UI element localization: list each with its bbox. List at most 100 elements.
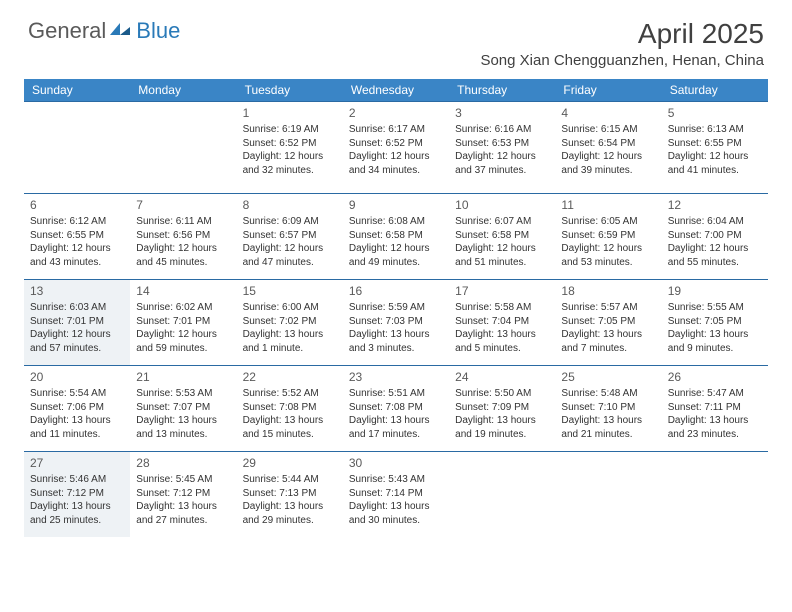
day-number: 14 [136, 283, 230, 299]
sunset-text: Sunset: 7:00 PM [668, 229, 762, 243]
calendar-cell: 1Sunrise: 6:19 AMSunset: 6:52 PMDaylight… [237, 101, 343, 193]
sunset-text: Sunset: 7:10 PM [561, 401, 655, 415]
sunset-text: Sunset: 7:14 PM [349, 487, 443, 501]
daylight-text: Daylight: 12 hours and 34 minutes. [349, 150, 443, 177]
calendar-grid: SundayMondayTuesdayWednesdayThursdayFrid… [24, 79, 768, 537]
calendar-cell: 18Sunrise: 5:57 AMSunset: 7:05 PMDayligh… [555, 279, 661, 365]
sunrise-text: Sunrise: 5:50 AM [455, 387, 549, 401]
calendar-cell: 10Sunrise: 6:07 AMSunset: 6:58 PMDayligh… [449, 193, 555, 279]
daylight-text: Daylight: 12 hours and 37 minutes. [455, 150, 549, 177]
calendar-cell: 7Sunrise: 6:11 AMSunset: 6:56 PMDaylight… [130, 193, 236, 279]
calendar-cell [449, 451, 555, 537]
calendar-cell: 2Sunrise: 6:17 AMSunset: 6:52 PMDaylight… [343, 101, 449, 193]
calendar-cell: 20Sunrise: 5:54 AMSunset: 7:06 PMDayligh… [24, 365, 130, 451]
day-number: 29 [243, 455, 337, 471]
sunrise-text: Sunrise: 5:43 AM [349, 473, 443, 487]
sunrise-text: Sunrise: 6:07 AM [455, 215, 549, 229]
day-number: 26 [668, 369, 762, 385]
daylight-text: Daylight: 12 hours and 59 minutes. [136, 328, 230, 355]
sunrise-text: Sunrise: 5:55 AM [668, 301, 762, 315]
daylight-text: Daylight: 13 hours and 13 minutes. [136, 414, 230, 441]
daylight-text: Daylight: 13 hours and 17 minutes. [349, 414, 443, 441]
calendar-cell: 15Sunrise: 6:00 AMSunset: 7:02 PMDayligh… [237, 279, 343, 365]
daylight-text: Daylight: 13 hours and 9 minutes. [668, 328, 762, 355]
calendar-cell: 11Sunrise: 6:05 AMSunset: 6:59 PMDayligh… [555, 193, 661, 279]
sunset-text: Sunset: 7:02 PM [243, 315, 337, 329]
sunset-text: Sunset: 7:01 PM [136, 315, 230, 329]
sunset-text: Sunset: 7:05 PM [561, 315, 655, 329]
daylight-text: Daylight: 13 hours and 25 minutes. [30, 500, 124, 527]
page-subtitle: Song Xian Chengguanzhen, Henan, China [480, 52, 764, 69]
sunrise-text: Sunrise: 5:46 AM [30, 473, 124, 487]
calendar-cell: 29Sunrise: 5:44 AMSunset: 7:13 PMDayligh… [237, 451, 343, 537]
sunrise-text: Sunrise: 6:15 AM [561, 123, 655, 137]
daylight-text: Daylight: 13 hours and 15 minutes. [243, 414, 337, 441]
calendar-cell: 30 Sunrise: 5:43 AMSunset: 7:14 PMDayligh… [343, 451, 449, 537]
sunrise-text: Sunrise: 5:54 AM [30, 387, 124, 401]
day-number: 16 [349, 283, 443, 299]
calendar-cell: 24Sunrise: 5:50 AMSunset: 7:09 PMDayligh… [449, 365, 555, 451]
daylight-text: Daylight: 13 hours and 19 minutes. [455, 414, 549, 441]
sunrise-text: Sunrise: 6:16 AM [455, 123, 549, 137]
calendar-cell [555, 451, 661, 537]
logo: General Blue [28, 18, 180, 44]
daylight-text: Daylight: 13 hours and 7 minutes. [561, 328, 655, 355]
daylight-text: Daylight: 12 hours and 57 minutes. [30, 328, 124, 355]
sunrise-text: Sunrise: 6:19 AM [243, 123, 337, 137]
daylight-text: Daylight: 12 hours and 47 minutes. [243, 242, 337, 269]
sunset-text: Sunset: 7:06 PM [30, 401, 124, 415]
daylight-text: Daylight: 12 hours and 51 minutes. [455, 242, 549, 269]
calendar-cell: 5Sunrise: 6:13 AMSunset: 6:55 PMDaylight… [662, 101, 768, 193]
day-number: 5 [668, 105, 762, 121]
day-header: Wednesday [343, 79, 449, 101]
sunrise-text: Sunrise: 6:00 AM [243, 301, 337, 315]
day-number: 25 [561, 369, 655, 385]
sunset-text: Sunset: 6:56 PM [136, 229, 230, 243]
calendar-cell: 13Sunrise: 6:03 AMSunset: 7:01 PMDayligh… [24, 279, 130, 365]
day-header: Sunday [24, 79, 130, 101]
day-number: 1 [243, 105, 337, 121]
daylight-text: Daylight: 13 hours and 30 minutes. [349, 500, 443, 527]
daylight-text: Daylight: 13 hours and 27 minutes. [136, 500, 230, 527]
calendar-cell [130, 101, 236, 193]
calendar-cell: 21Sunrise: 5:53 AMSunset: 7:07 PMDayligh… [130, 365, 236, 451]
daylight-text: Daylight: 12 hours and 32 minutes. [243, 150, 337, 177]
day-header: Friday [555, 79, 661, 101]
day-number: 23 [349, 369, 443, 385]
calendar-cell: 9Sunrise: 6:08 AMSunset: 6:58 PMDaylight… [343, 193, 449, 279]
daylight-text: Daylight: 12 hours and 49 minutes. [349, 242, 443, 269]
title-block: April 2025 Song Xian Chengguanzhen, Hena… [480, 18, 764, 69]
day-number: 30 [349, 455, 443, 471]
sunset-text: Sunset: 7:05 PM [668, 315, 762, 329]
day-number: 4 [561, 105, 655, 121]
sunset-text: Sunset: 7:04 PM [455, 315, 549, 329]
calendar-cell: 19 Sunrise: 5:55 AMSunset: 7:05 PMDayligh… [662, 279, 768, 365]
sunrise-text: Sunrise: 6:08 AM [349, 215, 443, 229]
calendar-cell: 16Sunrise: 5:59 AMSunset: 7:03 PMDayligh… [343, 279, 449, 365]
daylight-text: Daylight: 12 hours and 53 minutes. [561, 242, 655, 269]
sunrise-text: Sunrise: 5:47 AM [668, 387, 762, 401]
daylight-text: Daylight: 12 hours and 41 minutes. [668, 150, 762, 177]
day-number: 7 [136, 197, 230, 213]
sunrise-text: Sunrise: 5:44 AM [243, 473, 337, 487]
sunrise-text: Sunrise: 6:13 AM [668, 123, 762, 137]
daylight-text: Daylight: 12 hours and 39 minutes. [561, 150, 655, 177]
calendar-cell: 8Sunrise: 6:09 AMSunset: 6:57 PMDaylight… [237, 193, 343, 279]
day-number: 9 [349, 197, 443, 213]
daylight-text: Daylight: 13 hours and 23 minutes. [668, 414, 762, 441]
page-title: April 2025 [480, 18, 764, 50]
calendar-cell: 17Sunrise: 5:58 AMSunset: 7:04 PMDayligh… [449, 279, 555, 365]
sunset-text: Sunset: 7:03 PM [349, 315, 443, 329]
sunrise-text: Sunrise: 6:12 AM [30, 215, 124, 229]
sunset-text: Sunset: 6:59 PM [561, 229, 655, 243]
daylight-text: Daylight: 13 hours and 11 minutes. [30, 414, 124, 441]
sunrise-text: Sunrise: 5:58 AM [455, 301, 549, 315]
day-number: 19 [668, 283, 762, 299]
sunrise-text: Sunrise: 5:53 AM [136, 387, 230, 401]
calendar-cell: 22Sunrise: 5:52 AMSunset: 7:08 PMDayligh… [237, 365, 343, 451]
day-number: 12 [668, 197, 762, 213]
day-header: Tuesday [237, 79, 343, 101]
sunset-text: Sunset: 6:58 PM [455, 229, 549, 243]
day-number: 2 [349, 105, 443, 121]
sunset-text: Sunset: 7:13 PM [243, 487, 337, 501]
